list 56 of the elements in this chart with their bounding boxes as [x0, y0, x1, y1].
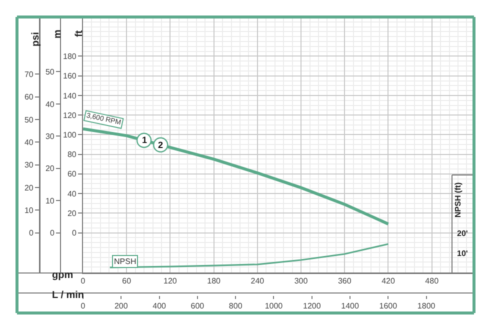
x-tick-label: 420	[382, 276, 396, 286]
y3-tick-label: 20	[45, 164, 55, 174]
y-tick-label: 10'	[457, 248, 468, 258]
y2-tick-label: 50	[24, 115, 34, 124]
y-tick-label: 60	[67, 170, 77, 179]
annotation: 2	[158, 140, 164, 150]
x2-tick-label: 1000	[264, 302, 284, 311]
y2-tick-label: 20	[24, 183, 34, 192]
y-tick-label: 20	[67, 208, 77, 218]
y3-tick-label: 30	[45, 132, 55, 141]
x-tick-label: 300	[294, 276, 308, 286]
annotation: 1	[142, 135, 148, 145]
y-axis-title: ft	[74, 30, 85, 37]
x-axis-title: gpm	[52, 270, 74, 281]
y3-axis-title: m	[52, 30, 64, 38]
y3-tick-label: 50	[45, 68, 55, 77]
line-series	[109, 243, 390, 268]
x2-tick-label: 200	[114, 302, 128, 311]
y-tick-label: 0	[72, 228, 77, 238]
x-tick-label: 240	[250, 276, 265, 286]
y-tick-label: 140	[63, 91, 77, 100]
y-tick-label: 100	[63, 130, 77, 140]
line-series	[83, 127, 390, 226]
y-axis-title: NPSH (ft)	[454, 182, 462, 218]
y2-tick-label: 60	[24, 92, 34, 102]
y3-tick-label: 40	[45, 100, 55, 109]
x2-tick-label: 1600	[379, 302, 398, 311]
x2-tick-label: 1400	[341, 302, 360, 311]
x2-tick-label: 400	[152, 302, 167, 311]
x2-tick-label: 1800	[417, 302, 436, 311]
y-tick-label: 80	[67, 150, 77, 160]
x2-tick-label: 0	[80, 302, 86, 311]
x-tick-label: 180	[207, 276, 222, 286]
x2-tick-label: 1200	[302, 302, 322, 311]
y2-tick-label: 30	[24, 160, 34, 170]
y3-tick-label: 0	[50, 228, 55, 238]
y2-tick-label: 40	[24, 138, 34, 147]
x2-axis-title: L / min	[52, 290, 84, 301]
y2-axis-title: psi	[30, 32, 42, 46]
y-tick-label: 20'	[457, 228, 468, 238]
x-tick-label: 120	[164, 276, 178, 286]
y-tick-label: 120	[63, 110, 77, 120]
y3-tick-label: 10	[45, 196, 55, 206]
x2-tick-label: 800	[228, 302, 243, 311]
y-tick-label: 180	[63, 52, 77, 62]
x-tick-label: 60	[122, 276, 132, 286]
series-label: NPSH	[114, 257, 136, 266]
y2-tick-label: 0	[28, 228, 34, 238]
y2-tick-label: 70	[24, 70, 34, 79]
x-tick-label: 360	[338, 276, 352, 286]
x2-tick-label: 600	[190, 302, 205, 311]
x-tick-label: 480	[425, 276, 440, 286]
x-tick-label: 0	[80, 276, 86, 286]
y-tick-label: 160	[63, 72, 77, 81]
y2-tick-label: 10	[24, 206, 34, 215]
y-tick-label: 40	[67, 189, 77, 198]
